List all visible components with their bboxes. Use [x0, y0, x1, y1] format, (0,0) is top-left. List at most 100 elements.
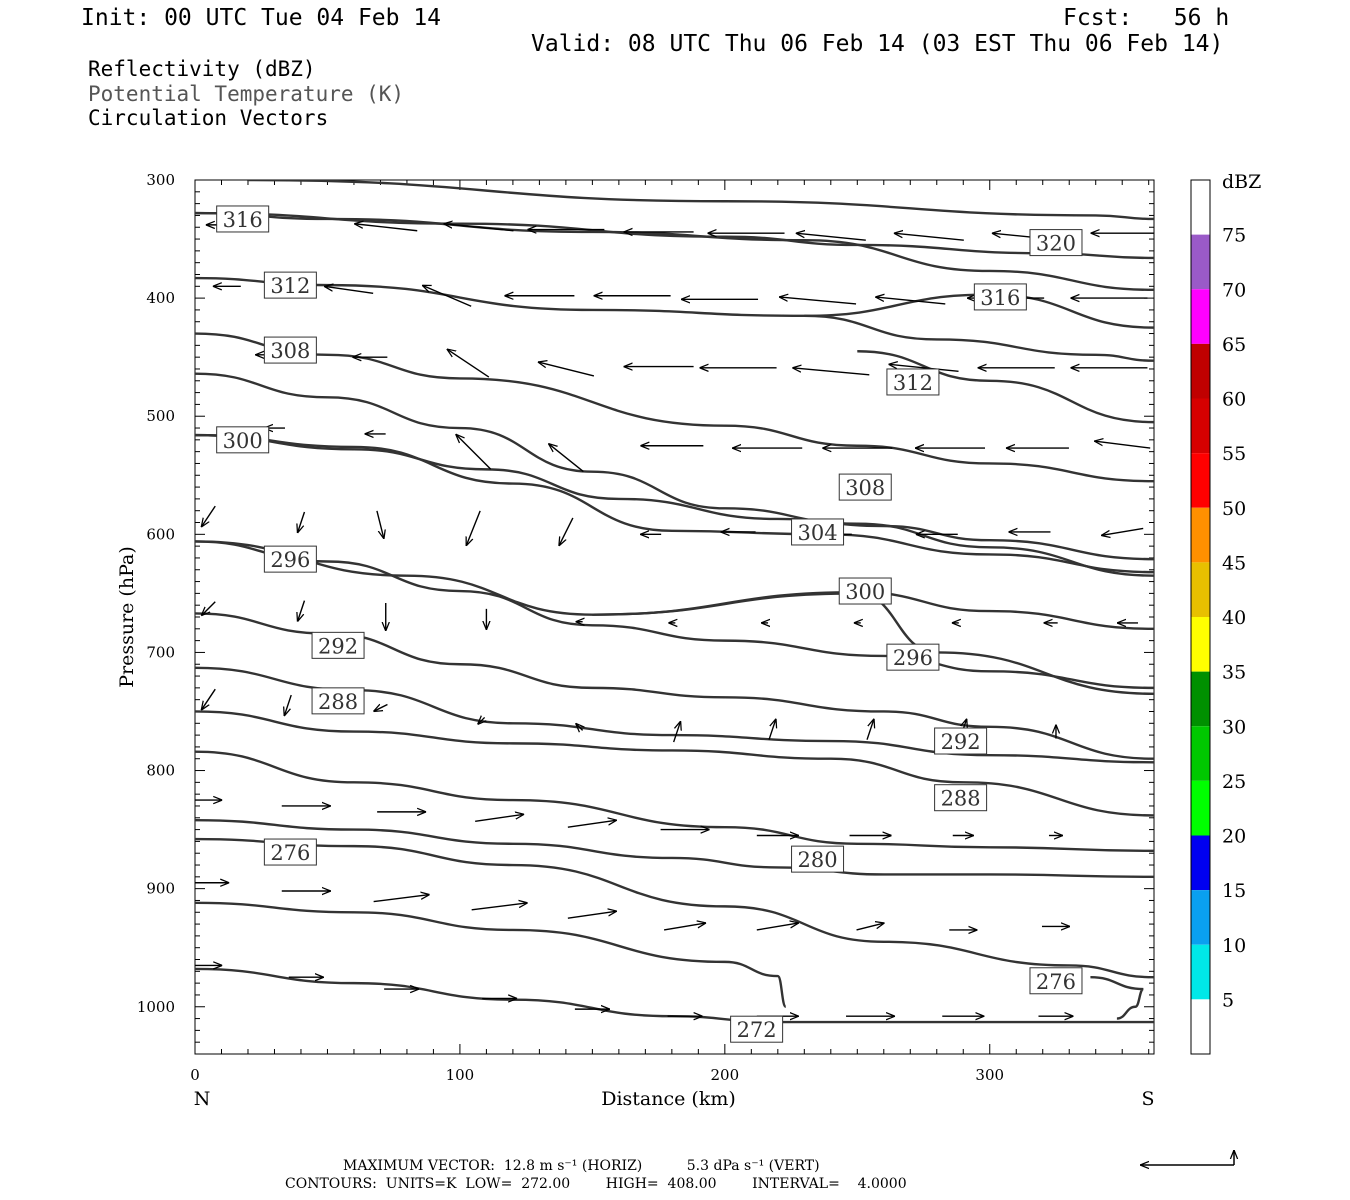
- contour-label: 316: [223, 208, 263, 232]
- circulation-vector: [894, 233, 964, 241]
- contour-label: 312: [893, 371, 933, 395]
- contour-label: 296: [270, 548, 310, 572]
- contour-label-box: [263, 545, 317, 573]
- circulation-vector: [796, 233, 866, 241]
- circulation-vector: [866, 719, 874, 740]
- colorbar-tick-label: 45: [1222, 552, 1246, 574]
- colorbar-band: [1191, 562, 1210, 617]
- init-time: Init: 00 UTC Tue 04 Feb 14: [81, 5, 442, 31]
- colorbar-tick-label: 5: [1222, 989, 1234, 1011]
- contour-label-box: [791, 845, 845, 873]
- theta-contour-line: [195, 433, 1154, 574]
- circulation-vector: [875, 297, 946, 305]
- theta-contour-line: [195, 540, 1154, 690]
- x-tick-label: 100: [446, 1066, 475, 1084]
- contour-label-box: [263, 336, 317, 364]
- contour-label-box: [216, 426, 270, 454]
- contour-label-box: [886, 368, 940, 396]
- circulation-vector: [856, 923, 885, 931]
- contour-label: 296: [893, 646, 933, 670]
- contour-label: 300: [223, 429, 263, 453]
- y-tick-label: 1000: [137, 998, 175, 1016]
- circulation-vector: [376, 510, 384, 539]
- theta-contour-line: [195, 901, 787, 1008]
- circulation-vectors: [195, 224, 1154, 1016]
- contour-label-box: [1029, 229, 1083, 257]
- circulation-vector: [889, 364, 959, 372]
- contour-label-box: [730, 1015, 784, 1043]
- circulation-vector: [792, 368, 870, 376]
- field-title-theta: Potential Temperature (K): [88, 82, 405, 106]
- colorbar-band: [1191, 726, 1210, 781]
- circulation-vector: [559, 517, 574, 546]
- circulation-vector: [672, 721, 681, 743]
- x-axis-label: Distance (km): [601, 1088, 736, 1110]
- contour-label: 320: [1036, 232, 1076, 256]
- colorbar-band: [1191, 890, 1210, 945]
- circulation-vector: [443, 224, 514, 232]
- circulation-vector: [548, 444, 584, 473]
- theta-contour-line: [195, 433, 1154, 561]
- contour-label: 308: [845, 476, 885, 500]
- colorbar-tick-label: 70: [1222, 279, 1246, 301]
- colorbar-tick-label: 50: [1222, 498, 1246, 520]
- y-tick-label: 600: [146, 525, 175, 543]
- contour-label-box: [934, 727, 988, 755]
- x-tick-label: 300: [975, 1066, 1004, 1084]
- contour-label-box: [311, 631, 365, 659]
- colorbar-tick-label: 55: [1222, 443, 1246, 465]
- theta-contour-line: [195, 372, 1154, 577]
- circulation-vector: [201, 601, 216, 616]
- contour-label: 276: [1036, 970, 1076, 994]
- south-label: S: [1141, 1088, 1154, 1110]
- contour-label-box: [934, 784, 988, 812]
- contour-label: 304: [798, 521, 838, 545]
- colorbar-band: [1191, 944, 1210, 1000]
- circulation-vector: [201, 688, 216, 710]
- x-tick-label: 0: [190, 1066, 200, 1084]
- circulation-vector: [756, 923, 799, 931]
- contour-label: 300: [845, 580, 885, 604]
- colorbar-frame: [1190, 179, 1211, 1055]
- circulation-vector: [456, 434, 492, 470]
- theta-contour-line: [195, 211, 1154, 292]
- circulation-vector: [1101, 527, 1144, 535]
- circulation-vector: [373, 895, 430, 903]
- contour-label: 316: [980, 286, 1020, 310]
- field-title-reflectivity: Reflectivity (dBZ): [88, 57, 316, 81]
- circulation-vector: [324, 286, 374, 295]
- y-tick-label: 400: [146, 289, 175, 307]
- colorbar-tick-label: 25: [1222, 771, 1246, 793]
- valid-time: Valid: 08 UTC Thu 06 Feb 14 (03 EST Thu …: [531, 31, 1224, 57]
- colorbar-band: [1191, 999, 1210, 1054]
- colorbar-tick-label: 75: [1222, 225, 1246, 247]
- contour-label-box: [263, 271, 317, 299]
- y-axis-label: Pressure (hPa): [116, 546, 138, 688]
- y-tick-label: 700: [146, 643, 175, 661]
- circulation-vector: [297, 511, 306, 533]
- forecast-hour: Fcst: 56 h: [1063, 5, 1230, 31]
- x-tick-label: 200: [711, 1066, 740, 1084]
- circulation-vector: [201, 505, 216, 527]
- y-tick-label: 500: [146, 407, 175, 425]
- contour-label-box: [216, 205, 270, 233]
- theta-contour-line: [195, 967, 1154, 1024]
- theta-contour-line: [195, 276, 1154, 362]
- contour-label: 292: [941, 730, 981, 754]
- y-tick-label: 800: [146, 762, 175, 780]
- colorbar-tick-label: 65: [1222, 334, 1246, 356]
- circulation-vector: [567, 911, 617, 919]
- circulation-vector: [478, 717, 485, 724]
- field-title-vectors: Circulation Vectors: [88, 106, 329, 130]
- theta-contour-line: [195, 710, 1154, 817]
- colorbar-band: [1191, 180, 1210, 235]
- circulation-vector: [284, 694, 292, 716]
- theta-contour-line: [247, 180, 1154, 221]
- colorbar-label: dBZ: [1222, 171, 1261, 193]
- theta-contour-line: [857, 350, 1154, 424]
- theta-contour-line: [592, 592, 1154, 695]
- contour-label: 292: [318, 634, 358, 658]
- contour-label-box: [1029, 967, 1083, 995]
- circulation-vector: [465, 510, 481, 546]
- theta-contour-line: [195, 818, 1154, 879]
